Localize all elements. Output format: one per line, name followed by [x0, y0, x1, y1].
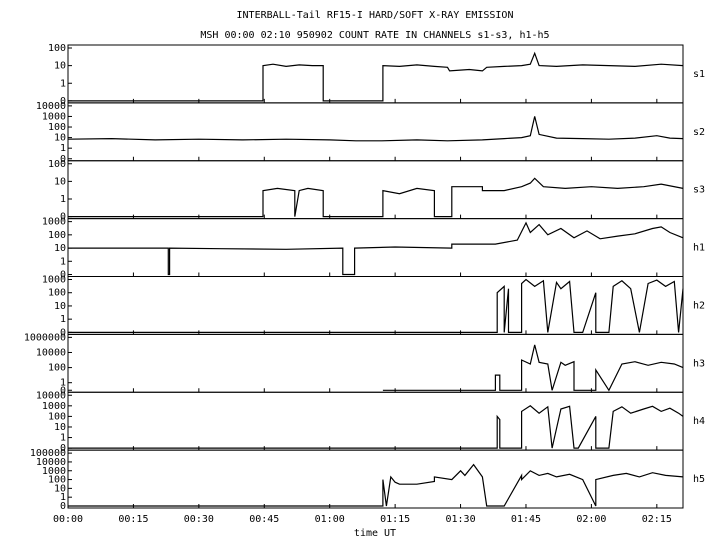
- x-axis-label: time UT: [354, 528, 396, 539]
- y-tick-label: 1: [60, 433, 66, 444]
- y-tick-label: 100: [48, 159, 66, 170]
- y-tick-label: 1: [60, 378, 66, 389]
- x-tick-label: 01:45: [511, 514, 541, 525]
- panel-label: h5: [693, 474, 705, 485]
- series-line: [68, 405, 684, 449]
- y-tick-label: 0: [60, 96, 66, 107]
- y-tick-label: 100: [48, 411, 66, 422]
- chart-subtitle: MSH 00:00 02:10 950902 COUNT RATE IN CHA…: [200, 30, 549, 41]
- y-tick-label: 1: [60, 143, 66, 154]
- panel-label: h3: [693, 358, 705, 369]
- y-tick-label: 0: [60, 270, 66, 281]
- y-tick-label: 0: [60, 443, 66, 454]
- x-tick-label: 00:15: [118, 514, 148, 525]
- y-tick-label: 1000000: [24, 332, 66, 343]
- y-tick-label: 100: [48, 363, 66, 374]
- y-tick-label: 10: [54, 243, 66, 254]
- y-tick-label: 1000: [42, 111, 66, 122]
- panel-label: h2: [693, 300, 705, 311]
- series-line: [68, 51, 684, 102]
- panel-label: h4: [693, 416, 705, 427]
- y-tick-label: 1: [60, 492, 66, 503]
- y-tick-label: 1000: [42, 217, 66, 228]
- y-tick-label: 100: [48, 43, 66, 54]
- y-tick-label: 100: [48, 230, 66, 241]
- y-tick-label: 1000: [42, 466, 66, 477]
- y-tick-label: 0: [60, 327, 66, 338]
- series-line: [382, 344, 684, 392]
- panel-frame: [67, 44, 684, 104]
- y-tick-label: 10: [54, 133, 66, 144]
- y-tick-label: 0: [60, 212, 66, 223]
- y-tick-label: 10000: [36, 457, 66, 468]
- y-tick-label: 1: [60, 194, 66, 205]
- y-tick-label: 100: [48, 475, 66, 486]
- x-tick-label: 01:15: [380, 514, 410, 525]
- y-tick-label: 1000: [42, 401, 66, 412]
- x-tick-label: 01:30: [445, 514, 475, 525]
- y-tick-label: 10: [54, 301, 66, 312]
- panel-frame: [67, 160, 684, 220]
- y-tick-label: 1: [60, 78, 66, 89]
- x-tick-label: 02:15: [642, 514, 672, 525]
- x-tick-label: 01:00: [315, 514, 345, 525]
- y-tick-label: 10000: [36, 347, 66, 358]
- y-tick-label: 10: [54, 483, 66, 494]
- y-tick-label: 100: [48, 122, 66, 133]
- panel-frame: [67, 333, 684, 393]
- panel-label: s1: [693, 69, 705, 80]
- series-line: [68, 463, 684, 507]
- panel-frame: [67, 449, 684, 509]
- series-line: [68, 221, 684, 276]
- y-tick-label: 1: [60, 314, 66, 325]
- x-tick-label: 00:30: [184, 514, 214, 525]
- y-tick-label: 100000: [30, 448, 66, 459]
- panel-label: s2: [693, 127, 705, 138]
- y-tick-label: 10: [54, 422, 66, 433]
- y-tick-label: 0: [60, 154, 66, 165]
- panel-label: s3: [693, 185, 705, 196]
- y-tick-label: 10: [54, 61, 66, 72]
- series-line: [68, 177, 684, 218]
- panel-frame: [67, 276, 684, 335]
- y-tick-label: 10: [54, 176, 66, 187]
- series-line: [68, 278, 684, 333]
- y-tick-label: 10000: [36, 101, 66, 112]
- panel-frame: [67, 391, 684, 451]
- panel-label: h1: [693, 243, 705, 254]
- y-tick-label: 1: [60, 256, 66, 267]
- series-line: [67, 116, 684, 142]
- y-tick-label: 0: [60, 501, 66, 512]
- y-tick-label: 100: [48, 288, 66, 299]
- panel-frame: [67, 102, 684, 162]
- chart-title: INTERBALL-Tail RF15-I HARD/SOFT X-RAY EM…: [237, 10, 514, 21]
- x-tick-label: 02:00: [576, 514, 606, 525]
- y-tick-label: 0: [60, 385, 66, 396]
- y-tick-label: 1000: [42, 275, 66, 286]
- y-tick-label: 10000: [36, 390, 66, 401]
- x-tick-label: 00:00: [53, 514, 83, 525]
- x-tick-label: 00:45: [249, 514, 279, 525]
